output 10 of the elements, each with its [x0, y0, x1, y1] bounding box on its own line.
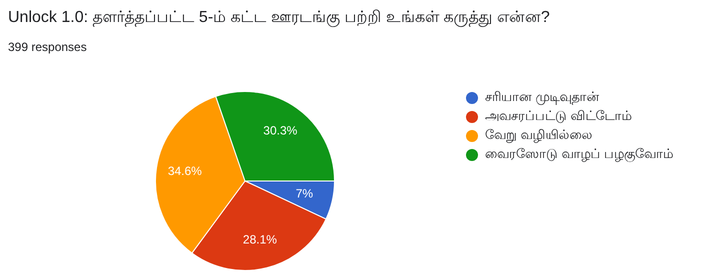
chart-title: Unlock 1.0: தளர்த்தப்பட்ட 5-ம் கட்ட ஊரடங்கு பற்றி உங்கள் கருத்து என்ன?: [8, 8, 550, 28]
data-label: 34.6%: [168, 164, 202, 178]
data-label: 30.3%: [263, 124, 298, 138]
legend-label: அவசரப்பட்டு விட்டோம்: [485, 108, 632, 125]
data-label: 7%: [296, 186, 314, 201]
text: 399 responses: [8, 40, 87, 54]
legend-label: சரியான முடிவுதான்: [485, 89, 600, 106]
legend-label: வைரஸோடு வாழப் பழகுவோம்: [485, 146, 674, 163]
legend-label: வேறு வழியில்லை: [485, 127, 593, 144]
data-label: 28.1%: [242, 232, 278, 246]
